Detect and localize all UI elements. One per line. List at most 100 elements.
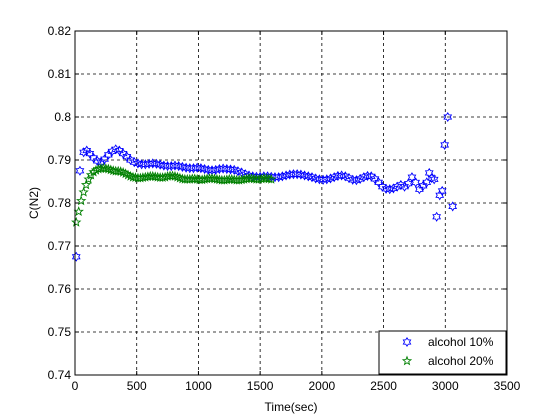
data-point bbox=[100, 154, 110, 165]
data-point bbox=[274, 172, 284, 183]
y-tick-label: 0.75 bbox=[48, 325, 72, 339]
data-point bbox=[443, 111, 453, 123]
data-point bbox=[400, 181, 409, 192]
data-point bbox=[73, 206, 84, 217]
data-point bbox=[148, 158, 158, 169]
data-point bbox=[75, 165, 85, 176]
data-point bbox=[311, 173, 321, 184]
data-points bbox=[71, 111, 458, 262]
data-point bbox=[440, 139, 450, 151]
y-tick-label: 0.76 bbox=[48, 282, 72, 296]
data-point bbox=[226, 164, 235, 175]
data-point bbox=[355, 173, 365, 184]
data-point bbox=[322, 174, 332, 185]
data-point bbox=[432, 211, 442, 222]
data-point bbox=[118, 148, 128, 159]
data-point bbox=[303, 171, 313, 182]
data-point bbox=[389, 183, 398, 194]
data-point bbox=[85, 148, 95, 159]
data-point bbox=[211, 164, 221, 175]
data-point bbox=[122, 151, 132, 162]
y-tick-label: 0.8 bbox=[54, 110, 71, 124]
data-point bbox=[71, 216, 82, 227]
data-point bbox=[192, 162, 202, 173]
x-tick-label: 500 bbox=[127, 379, 147, 393]
data-point bbox=[133, 158, 143, 169]
legend-marker-shape bbox=[402, 336, 412, 348]
x-tick-label: 3500 bbox=[494, 379, 521, 393]
data-point bbox=[300, 170, 309, 181]
x-tick-label: 2500 bbox=[370, 379, 397, 393]
data-point bbox=[218, 163, 228, 174]
data-point bbox=[71, 251, 81, 262]
data-point bbox=[292, 169, 302, 180]
data-point bbox=[75, 195, 87, 206]
data-point bbox=[115, 145, 124, 156]
data-point bbox=[196, 163, 206, 174]
legend-marker-alcohol-20 bbox=[401, 355, 413, 366]
data-point bbox=[281, 170, 291, 181]
data-point bbox=[414, 184, 424, 195]
data-point bbox=[79, 147, 89, 158]
y-tick-label: 0.81 bbox=[48, 67, 72, 81]
x-tick-label: 1000 bbox=[185, 379, 212, 393]
data-point bbox=[140, 159, 150, 170]
data-point bbox=[200, 163, 209, 175]
legend-label-alcohol-10: alcohol 10% bbox=[428, 335, 494, 349]
data-point bbox=[418, 180, 428, 191]
data-point bbox=[89, 152, 98, 163]
data-point bbox=[80, 179, 92, 190]
y-tick-labels: 0.74 0.75 0.76 0.77 0.78 0.79 0.8 0.81 0.82 bbox=[48, 24, 72, 382]
data-point bbox=[429, 174, 439, 185]
data-point bbox=[329, 172, 339, 183]
data-point bbox=[170, 160, 180, 171]
data-point bbox=[178, 161, 187, 172]
data-point bbox=[266, 173, 277, 184]
data-point bbox=[370, 173, 380, 184]
x-tick-label: 3000 bbox=[432, 379, 459, 393]
data-point bbox=[374, 177, 384, 188]
data-point bbox=[352, 175, 361, 186]
data-point bbox=[359, 172, 369, 183]
data-point bbox=[348, 174, 358, 185]
data-point bbox=[411, 177, 421, 188]
legend: alcohol 10% alcohol 20% bbox=[378, 330, 507, 375]
data-point bbox=[107, 146, 117, 157]
series-alcohol-10 bbox=[71, 111, 458, 262]
x-tick-labels: 0 500 1000 1500 2000 2500 3000 3500 bbox=[72, 379, 521, 393]
data-point bbox=[155, 159, 165, 170]
y-tick-label: 0.82 bbox=[48, 24, 72, 38]
x-tick-label: 0 bbox=[72, 379, 79, 393]
y-tick-label: 0.74 bbox=[48, 368, 72, 382]
y-axis-title: C(N2) bbox=[27, 187, 41, 219]
data-point bbox=[427, 173, 437, 184]
legend-marker-shape bbox=[401, 355, 413, 366]
data-point bbox=[407, 172, 417, 183]
data-point bbox=[318, 174, 328, 185]
legend-marker-alcohol-10 bbox=[402, 336, 412, 348]
y-tick-label: 0.77 bbox=[48, 239, 72, 253]
data-point bbox=[337, 170, 346, 181]
data-point bbox=[83, 173, 94, 184]
series-alcohol-20 bbox=[71, 162, 277, 227]
data-point bbox=[363, 170, 372, 181]
data-point bbox=[103, 149, 113, 160]
data-point bbox=[277, 171, 287, 182]
data-point bbox=[152, 158, 161, 169]
axis-ticks bbox=[74, 30, 508, 376]
grid-lines bbox=[75, 31, 507, 375]
data-point bbox=[437, 185, 447, 197]
x-tick-label: 1500 bbox=[247, 379, 274, 393]
y-tick-label: 0.78 bbox=[48, 196, 72, 210]
data-point bbox=[385, 184, 395, 195]
data-point bbox=[424, 167, 434, 178]
x-axis-title: Time(sec) bbox=[265, 400, 318, 414]
data-point bbox=[222, 163, 232, 175]
legend-box bbox=[378, 330, 507, 375]
x-tick-label: 2000 bbox=[309, 379, 336, 393]
data-point bbox=[448, 201, 458, 212]
data-point bbox=[174, 160, 184, 172]
data-point bbox=[326, 173, 335, 184]
